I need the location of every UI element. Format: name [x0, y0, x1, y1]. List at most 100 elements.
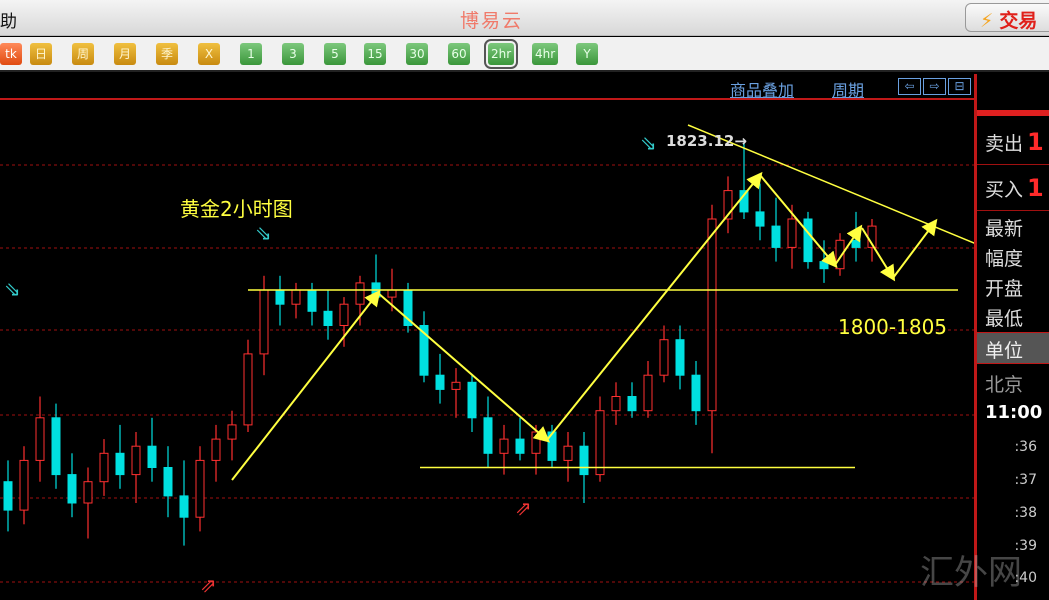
scroll-right-button[interactable]: ⇨: [923, 78, 946, 95]
label-open: 开盘: [985, 278, 1024, 300]
period-toolbar: tk 日周月季 X 1 3 5 15 30 60 2hr 4hr Y: [0, 37, 1049, 72]
scroll-left-button[interactable]: ⇦: [898, 78, 921, 95]
period-button-4hr[interactable]: 4hr: [532, 43, 559, 65]
candle-body: [99, 452, 109, 483]
candle-body: [771, 225, 781, 248]
candle-body: [851, 239, 861, 248]
candle-body: [819, 261, 829, 270]
lightning-icon: ⚡: [980, 10, 994, 32]
candle-body: [3, 481, 13, 511]
high-price-label: 1823.12→: [666, 132, 747, 150]
period-button-5[interactable]: 5: [324, 43, 346, 65]
signal-arrow-icon: ⇘: [255, 221, 272, 245]
candle-body: [707, 218, 717, 412]
candle-body: [675, 339, 685, 376]
sell-row: 卖出 1: [985, 128, 1044, 156]
signal-arrow-icon: ⇗: [200, 573, 217, 597]
candle-body: [595, 410, 605, 476]
candle-body: [547, 431, 557, 461]
candle-body: [531, 431, 541, 454]
candle-body: [611, 396, 621, 412]
candle-body: [339, 303, 349, 327]
time-tick: :40: [1014, 570, 1037, 586]
app-title: 博易云: [460, 10, 524, 32]
label-city: 北京: [985, 374, 1024, 396]
annotation-arrow: [546, 171, 763, 441]
period-button-60[interactable]: 60: [448, 43, 470, 65]
chart-annotation-title: 黄金2小时图: [180, 197, 293, 221]
candle-body: [435, 374, 445, 390]
label-change: 幅度: [985, 248, 1024, 270]
candle-body: [19, 459, 29, 511]
layout-button[interactable]: ⊟: [948, 78, 971, 95]
candle-body: [211, 438, 221, 461]
candle-body: [515, 438, 525, 454]
candle-body: [323, 310, 333, 326]
candle-body: [691, 374, 701, 412]
candle-body: [179, 495, 189, 518]
candle-body: [643, 374, 653, 412]
label-latest: 最新: [985, 218, 1024, 240]
title-bar: 助 博易云 ⚡ 交易: [0, 0, 1049, 36]
period-button-3[interactable]: 3: [282, 43, 304, 65]
candle-body: [787, 218, 797, 248]
period-button-周[interactable]: 周: [72, 43, 94, 65]
candle-body: [755, 211, 765, 227]
annotation-arrow: [834, 224, 863, 266]
period-button-30[interactable]: 30: [406, 43, 428, 65]
candle-body: [147, 445, 157, 469]
label-low: 最低: [985, 308, 1024, 330]
annotation-arrow: [892, 218, 938, 279]
candle-body: [419, 325, 429, 376]
candle-body: [451, 381, 461, 390]
period-link[interactable]: 周期: [832, 81, 865, 100]
trade-label: 交易: [999, 10, 1038, 32]
time-tick: :38: [1014, 505, 1037, 521]
time-label: 11:00: [985, 402, 1043, 423]
candle-body: [627, 396, 637, 412]
candle-body: [355, 282, 365, 305]
candle-body: [579, 445, 589, 476]
range-annotation: 1800-1805: [838, 315, 947, 339]
candle-body: [291, 289, 301, 305]
menu-help[interactable]: 助: [0, 12, 17, 32]
label-unit: 单位: [985, 340, 1024, 362]
candle-body: [67, 474, 77, 504]
signal-arrow-icon: ⇘: [640, 131, 657, 155]
candle-body: [387, 289, 397, 298]
candle-body: [659, 339, 669, 376]
candle-body: [195, 459, 205, 518]
period-button-X[interactable]: X: [198, 43, 220, 65]
period-button-Y[interactable]: Y: [576, 43, 598, 65]
candle-body: [83, 481, 93, 504]
period-button-日[interactable]: 日: [30, 43, 52, 65]
candle-body: [499, 438, 509, 454]
candle-body: [131, 445, 141, 476]
candle-body: [467, 381, 477, 419]
period-button-月[interactable]: 月: [114, 43, 136, 65]
candlestick-chart: 黄金2小时图 1823.12→ 1800-1805 ⇘ ⇘ ⇘ ⇗ ⇗: [0, 74, 975, 600]
period-button-2hr[interactable]: 2hr: [483, 39, 519, 69]
watermark: 汇外网: [920, 553, 1022, 593]
candle-body: [51, 417, 61, 476]
annotation-arrow: [231, 289, 381, 481]
candle-body: [259, 289, 269, 355]
period-button-1[interactable]: 1: [240, 43, 262, 65]
signal-arrow-icon: ⇘: [4, 277, 21, 301]
signal-arrow-icon: ⇗: [515, 496, 532, 520]
candle-body: [307, 289, 317, 312]
trend-line: [687, 124, 975, 245]
period-button-季[interactable]: 季: [156, 43, 178, 65]
candle-body: [723, 190, 733, 220]
overlay-link[interactable]: 商品叠加: [730, 81, 795, 100]
annotation-arrow: [759, 174, 838, 269]
time-tick: :37: [1014, 472, 1037, 488]
candle-body: [243, 353, 253, 426]
candle-body: [563, 445, 573, 461]
trade-button[interactable]: ⚡ 交易: [965, 3, 1049, 32]
candle-body: [115, 452, 125, 476]
period-button-15[interactable]: 15: [364, 43, 386, 65]
price-bar: [977, 110, 1049, 116]
candle-body: [163, 467, 173, 497]
period-button-tk[interactable]: tk: [0, 43, 22, 65]
